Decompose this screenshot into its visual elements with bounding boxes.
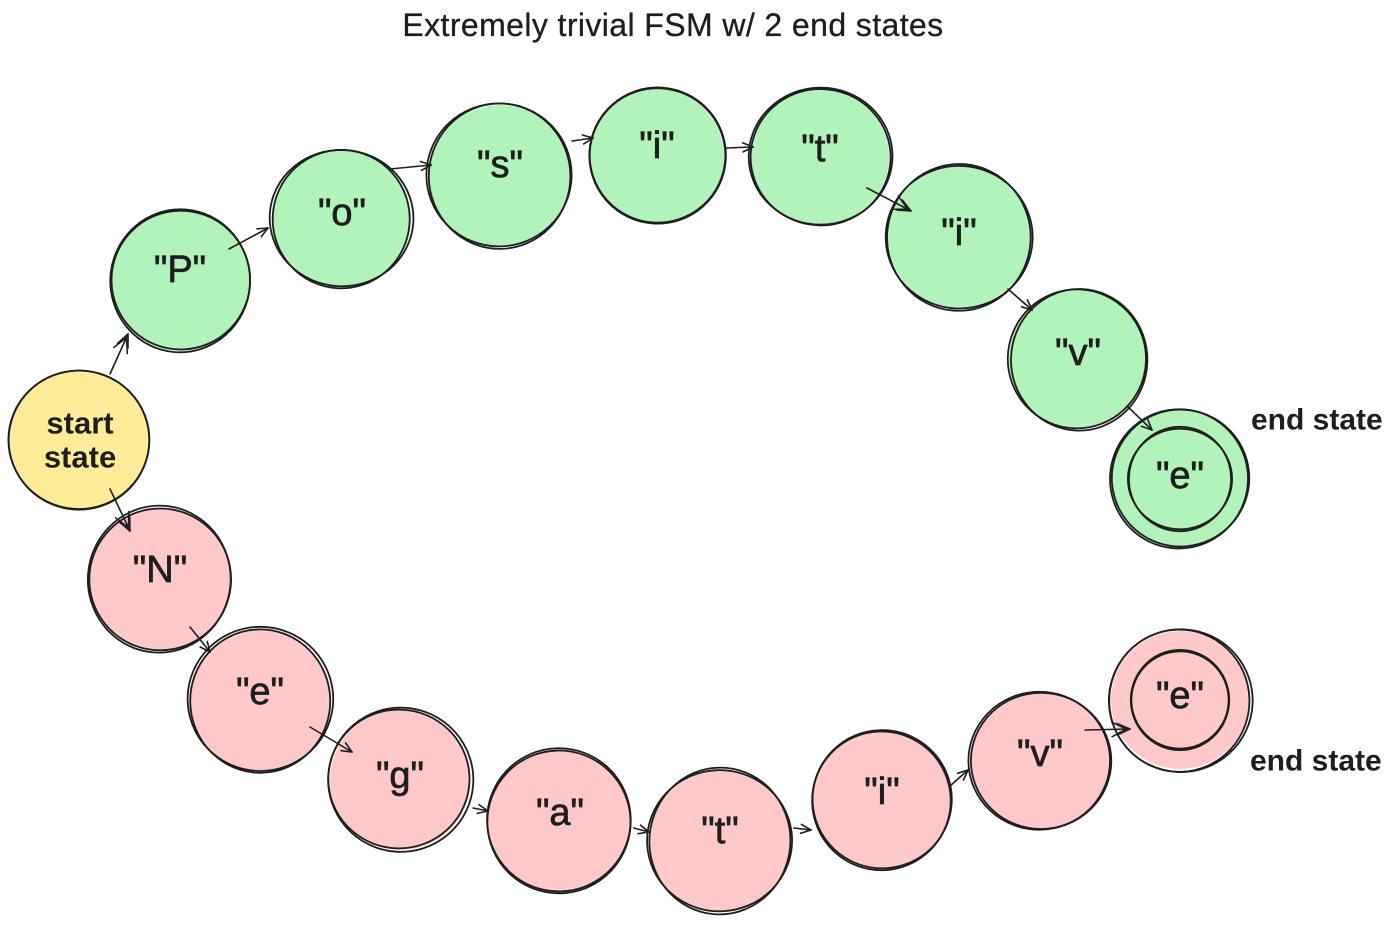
svg-text:"e": "e" [236,671,284,713]
svg-text:"s": "s" [477,144,523,186]
svg-text:"i": "i" [639,125,674,167]
svg-text:"g": "g" [376,755,424,797]
svg-text:"i": "i" [864,771,899,813]
svg-text:"t": "t" [801,128,839,170]
svg-text:start: start [46,406,113,441]
svg-text:"t": "t" [701,810,739,852]
svg-text:"N": "N" [133,549,187,591]
svg-text:end state: end state [1250,745,1382,778]
svg-text:"P": "P" [154,249,206,291]
svg-text:state: state [44,440,116,475]
svg-text:Extremely trivial FSM w/ 2 end: Extremely trivial FSM w/ 2 end states [402,7,943,43]
svg-text:"v": "v" [1017,733,1063,775]
svg-text:"a": "a" [536,792,584,834]
svg-text:"v": "v" [1055,332,1101,374]
svg-text:"e": "e" [1156,675,1204,717]
svg-text:end state: end state [1251,404,1383,437]
svg-text:"o": "o" [318,192,366,234]
svg-text:"i": "i" [941,212,976,254]
svg-text:"e": "e" [1156,455,1204,497]
